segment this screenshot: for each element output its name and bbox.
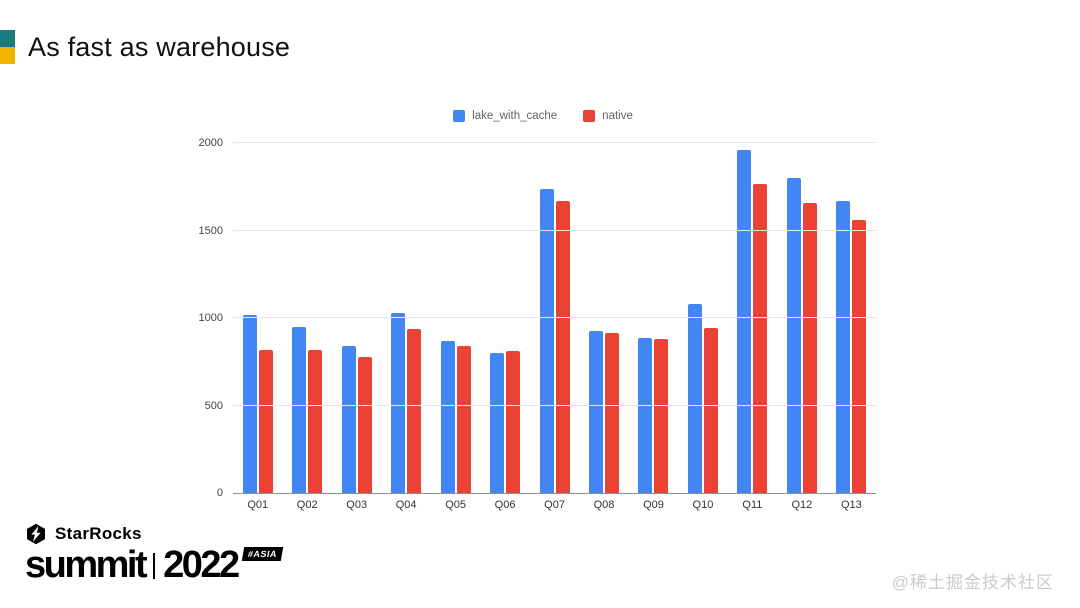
bar-lake_with_cache (242, 314, 257, 493)
bar-lake_with_cache (391, 312, 406, 493)
bar-group-Q01 (233, 143, 282, 493)
bar-lake_with_cache (638, 338, 653, 493)
x-tick-label: Q03 (346, 499, 368, 511)
title-accent-icon (0, 30, 15, 64)
bar-group-Q08 (579, 143, 628, 493)
bar-group-Q05 (431, 143, 480, 493)
bar-native (605, 332, 620, 493)
bar-native (802, 202, 817, 493)
gridline (233, 404, 876, 406)
bar-lake_with_cache (786, 178, 801, 493)
title-accent-top (0, 30, 15, 47)
x-tick-label: Q01 (247, 499, 269, 511)
title-row: As fast as warehouse (0, 30, 290, 64)
bar-lake_with_cache (292, 326, 307, 493)
legend-item: native (583, 110, 633, 122)
bar-native (308, 349, 323, 493)
bar-group-Q03 (332, 143, 381, 493)
x-tick-label: Q12 (791, 499, 813, 511)
legend-swatch-lake_with_cache (453, 110, 466, 122)
y-tick-label: 0 (216, 487, 223, 499)
bar-lake_with_cache (687, 304, 702, 493)
bar-native (555, 200, 570, 493)
gridline (233, 317, 876, 318)
bar-group-Q13 (827, 143, 876, 493)
title-accent-bottom (0, 47, 15, 64)
year-text: 2022 (163, 544, 240, 586)
x-tick-label: Q09 (643, 499, 664, 511)
y-tick-label: 1000 (198, 312, 223, 324)
bar-chart: lake_with_cache native Q01 Q02 Q03 Q04 Q05 Q06… (197, 105, 889, 517)
x-tick-label: Q06 (494, 499, 516, 511)
bar-lake_with_cache (589, 331, 604, 493)
bar-native (357, 357, 372, 493)
bars (233, 143, 876, 493)
bar-group-Q07 (530, 143, 579, 493)
bar-native (407, 328, 422, 493)
x-tick-label: Q02 (296, 499, 318, 511)
y-tick-label: 2000 (198, 137, 223, 149)
bar-native (456, 346, 471, 493)
bar-group-Q09 (629, 143, 678, 493)
bar-lake_with_cache (539, 188, 554, 493)
x-tick-label: Q10 (692, 499, 714, 511)
bar-group-Q11 (728, 143, 777, 493)
brand-name: StarRocks (55, 523, 142, 543)
bar-native (753, 184, 768, 493)
x-tick-label: Q07 (544, 499, 565, 511)
x-tick-label: Q04 (395, 499, 417, 511)
bar-native (258, 349, 273, 493)
x-labels: Q01 Q02 Q03 Q04 Q05 Q06 Q07 Q08 Q09 Q10 Q11 Q12 Q13 (233, 499, 876, 511)
bar-lake_with_cache (836, 200, 851, 493)
bar-group-Q02 (282, 143, 331, 493)
bar-lake_with_cache (737, 150, 752, 493)
legend-swatch-native (583, 110, 596, 122)
legend-label: lake_with_cache (472, 110, 558, 122)
wordmark-divider (153, 553, 156, 579)
bar-native (852, 220, 867, 493)
x-tick-label: Q08 (593, 499, 615, 511)
brand-row: StarRocks (25, 521, 282, 546)
plot-area: Q01 Q02 Q03 Q04 Q05 Q06 Q07 Q08 Q09 Q10 Q11 Q12 Q13 … (199, 137, 876, 511)
footer-brand: StarRocks summit 2022 #ASIA (25, 521, 283, 586)
bar-group-Q12 (777, 143, 826, 493)
bar-group-Q10 (678, 143, 727, 493)
x-tick-label: Q11 (742, 499, 763, 511)
x-tick-label: Q13 (840, 499, 862, 511)
summit-wordmark: summit 2022 #ASIA (25, 544, 283, 586)
gridline (233, 229, 876, 231)
asia-badge: #ASIA (241, 547, 283, 561)
bar-lake_with_cache (341, 346, 356, 493)
y-tick-label: 1500 (198, 224, 223, 237)
bar-lake_with_cache (440, 340, 455, 493)
bar-native (703, 327, 718, 493)
gridline (233, 142, 876, 143)
bar-lake_with_cache (490, 353, 505, 493)
x-tick-label: Q05 (445, 499, 466, 511)
page-title: As fast as warehouse (28, 31, 291, 62)
bar-group-Q04 (381, 143, 430, 493)
legend-item: lake_with_cache (453, 110, 557, 122)
bar-native (506, 351, 521, 493)
bar-group-Q06 (480, 143, 529, 493)
y-tick-label: 500 (204, 399, 223, 412)
bar-native (654, 339, 669, 493)
starrocks-logo-icon (25, 523, 47, 545)
legend: lake_with_cache native (197, 110, 889, 122)
summit-text: summit (25, 544, 148, 586)
legend-label: native (602, 110, 633, 122)
watermark: @稀土掘金技术社区 (891, 573, 1054, 592)
